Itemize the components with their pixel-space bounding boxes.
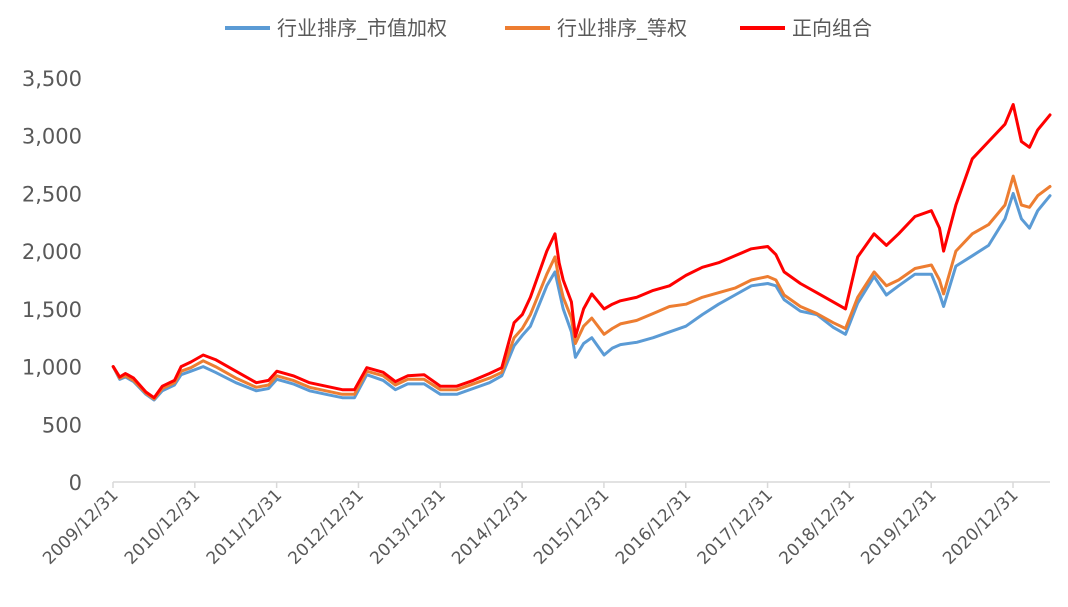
y-tick-label: 1,000 (22, 356, 82, 380)
x-tick-label: 2016/12/31 (612, 485, 695, 568)
x-axis: 2009/12/312010/12/312011/12/312012/12/31… (39, 481, 1050, 569)
y-tick-label: 3,500 (22, 67, 82, 91)
series-line-1 (111, 191, 1052, 402)
y-tick-label: 2,500 (22, 182, 82, 206)
y-tick-label: 2,000 (22, 240, 82, 264)
legend-label: 行业排序_市值加权 (277, 16, 447, 40)
x-tick-label: 2014/12/31 (448, 485, 531, 568)
x-tick-label: 2020/12/31 (939, 485, 1022, 568)
y-tick-label: 1,500 (22, 298, 82, 322)
x-tick-label: 2017/12/31 (694, 485, 777, 568)
x-tick-label: 2009/12/31 (39, 485, 122, 568)
y-tick-label: 500 (42, 413, 82, 437)
x-tick-label: 2018/12/31 (775, 485, 858, 568)
legend-label: 正向组合 (792, 16, 872, 40)
series-layer (111, 103, 1052, 402)
x-tick-label: 2010/12/31 (121, 485, 204, 568)
series-line-3 (111, 103, 1052, 400)
x-tick-label: 2011/12/31 (203, 485, 286, 568)
x-tick-label: 2013/12/31 (366, 485, 449, 568)
legend: 行业排序_市值加权 行业排序_等权 正向组合 (225, 16, 872, 40)
x-tick-label: 2019/12/31 (857, 485, 940, 568)
x-tick-label: 2015/12/31 (530, 485, 613, 568)
y-tick-label: 0 (69, 471, 82, 495)
y-axis: 0 500 1,000 1,500 2,000 2,500 3,000 3,500 (22, 67, 82, 495)
y-tick-label: 3,000 (22, 125, 82, 149)
x-tick-label: 2012/12/31 (285, 485, 368, 568)
legend-label: 行业排序_等权 (557, 16, 687, 40)
series-line-2 (111, 174, 1052, 401)
